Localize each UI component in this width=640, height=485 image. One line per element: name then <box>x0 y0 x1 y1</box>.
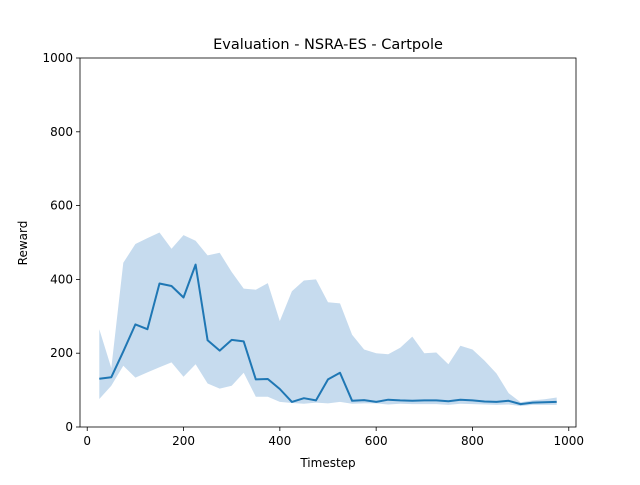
x-tick-label: 0 <box>83 434 91 448</box>
y-tick-label: 800 <box>50 125 73 139</box>
plot-frame <box>79 57 577 428</box>
x-tick-label: 400 <box>268 434 291 448</box>
mean-reward-line <box>99 263 557 406</box>
x-axis-label: Timestep <box>299 456 355 470</box>
y-tick-label: 600 <box>50 199 73 213</box>
y-tick-label: 1000 <box>42 51 73 65</box>
chart-title: Evaluation - NSRA-ES - Cartpole <box>213 37 443 53</box>
y-tick-label: 200 <box>50 346 73 360</box>
y-tick-label: 400 <box>50 272 73 286</box>
plot-area: 0 200 400 600 800 1000 0 200 400 600 800 1000 <box>42 51 584 448</box>
x-tick-label: 1000 <box>554 434 585 448</box>
x-tick-label: 600 <box>365 434 388 448</box>
y-tick-label: 0 <box>65 420 73 434</box>
y-axis-label: Reward <box>16 221 30 266</box>
x-tick-label: 200 <box>172 434 195 448</box>
x-tick-label: 800 <box>461 434 484 448</box>
confidence-band <box>99 232 557 406</box>
